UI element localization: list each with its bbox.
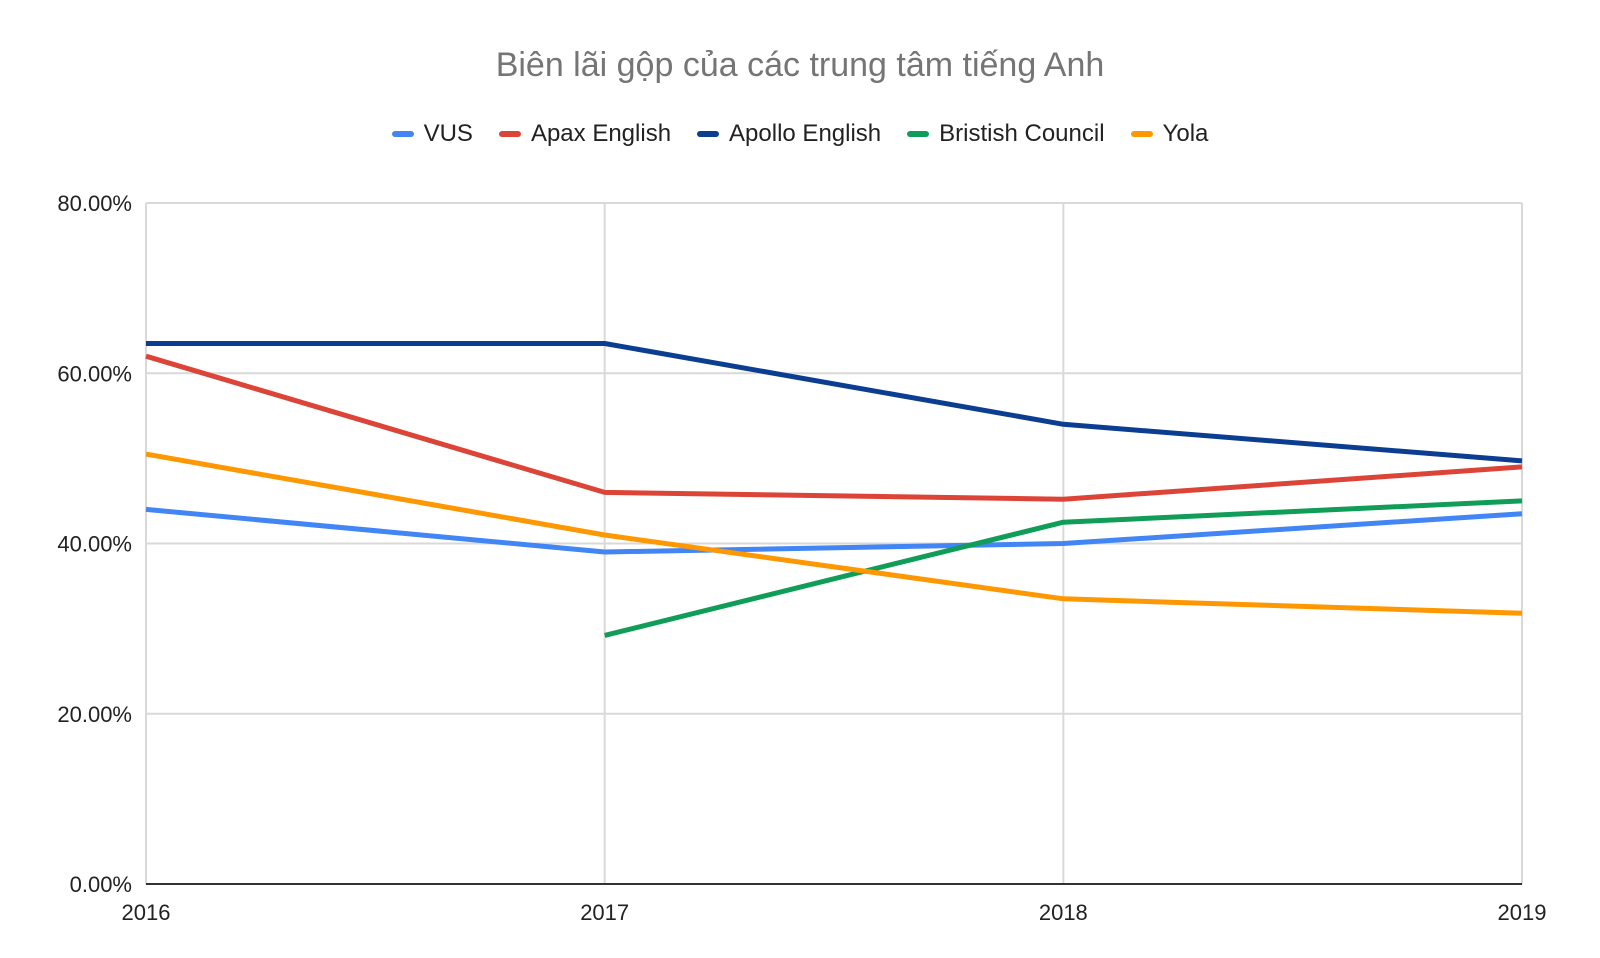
x-tick-label: 2016 xyxy=(122,900,171,925)
y-tick-label: 60.00% xyxy=(57,361,132,386)
series-line-apollo-english xyxy=(146,341,1523,464)
legend-label-bristish-council: Bristish Council xyxy=(939,120,1105,147)
legend-item-apax-english[interactable]: Apax English xyxy=(498,120,672,148)
legend-swatch-vus xyxy=(391,131,414,137)
y-tick-label: 40.00% xyxy=(57,532,132,557)
legend-item-vus[interactable]: VUS xyxy=(391,120,473,148)
x-tick-label: 2019 xyxy=(1498,900,1547,925)
legend-swatch-apollo-english xyxy=(697,131,720,137)
legend: VUS Apax English Apollo English Bristish… xyxy=(0,120,1600,148)
y-tick-label: 20.00% xyxy=(57,702,132,727)
x-tick-label: 2018 xyxy=(1039,900,1088,925)
legend-item-bristish-council[interactable]: Bristish Council xyxy=(907,120,1105,148)
legend-item-apollo-english[interactable]: Apollo English xyxy=(697,120,881,148)
series-line-bristish-council xyxy=(604,498,1523,638)
legend-label-apollo-english: Apollo English xyxy=(729,120,882,147)
series-line-vus xyxy=(145,506,1523,555)
legend-label-yola: Yola xyxy=(1162,120,1209,147)
x-tick-label: 2017 xyxy=(580,900,629,925)
legend-swatch-bristish-council xyxy=(907,131,930,137)
y-tick-label: 80.00% xyxy=(57,191,132,216)
legend-label-vus: VUS xyxy=(423,120,473,147)
chart-title: Biên lãi gộp của các trung tâm tiếng Anh xyxy=(495,46,1105,84)
series-line-yola xyxy=(145,451,1523,616)
series-line-apax-english xyxy=(145,353,1523,502)
legend-swatch-apax-english xyxy=(498,131,521,137)
legend-label-apax-english: Apax English xyxy=(530,120,672,147)
legend-item-yola[interactable]: Yola xyxy=(1130,120,1209,148)
y-tick-label: 0.00% xyxy=(70,872,132,897)
legend-swatch-yola xyxy=(1130,131,1153,137)
